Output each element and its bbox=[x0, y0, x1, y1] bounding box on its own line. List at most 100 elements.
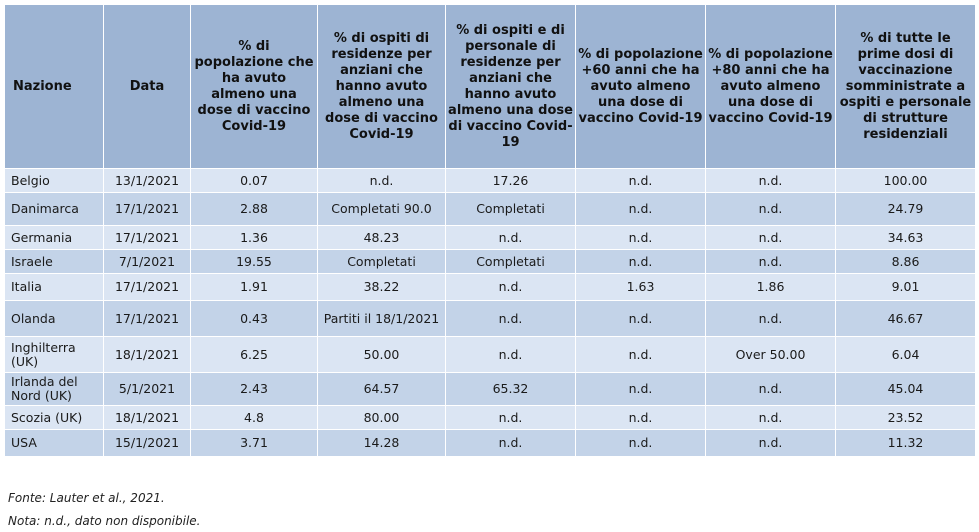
header-nazione: Nazione bbox=[4, 4, 104, 169]
cell-pop-dose: 3.71 bbox=[190, 429, 318, 457]
table-container: Nazione Data % di popolazione che ha avu… bbox=[4, 4, 976, 457]
cell-ospiti-residenze: Partiti il 18/1/2021 bbox=[317, 300, 446, 337]
cell-nazione: Germania bbox=[4, 225, 104, 250]
header-ospiti-personale: % di ospiti e di personale di residenze … bbox=[445, 4, 576, 169]
table-row: USA 15/1/2021 3.71 14.28 n.d. n.d. n.d. 11.32 bbox=[4, 429, 976, 457]
cell-pop-dose: 2.88 bbox=[190, 192, 318, 226]
cell-ospiti-residenze: 38.22 bbox=[317, 273, 446, 301]
cell-pop-dose: 0.07 bbox=[190, 168, 318, 193]
cell-pop-dose: 4.8 bbox=[190, 405, 318, 430]
table-row: Israele 7/1/2021 19.55 Completati Completati… bbox=[4, 249, 976, 274]
cell-ospiti-personale: n.d. bbox=[445, 225, 576, 250]
cell-pop-60: n.d. bbox=[575, 168, 706, 193]
cell-pop-80: n.d. bbox=[705, 405, 836, 430]
cell-nazione: Israele bbox=[4, 249, 104, 274]
table-row: Danimarca 17/1/2021 2.88 Completati 90.0 Com… bbox=[4, 192, 976, 226]
header-data: Data bbox=[103, 4, 191, 169]
table-row: Belgio 13/1/2021 0.07 n.d. 17.26 n.d. n.d. 100.… bbox=[4, 168, 976, 193]
cell-prime-dosi: 46.67 bbox=[835, 300, 976, 337]
cell-pop-80: Over 50.00 bbox=[705, 336, 836, 373]
cell-pop-80: n.d. bbox=[705, 192, 836, 226]
cell-ospiti-residenze: n.d. bbox=[317, 168, 446, 193]
table-row: Inghilterra (UK) 18/1/2021 6.25 50.00 n.d. n.… bbox=[4, 336, 976, 373]
cell-prime-dosi: 9.01 bbox=[835, 273, 976, 301]
cell-data: 13/1/2021 bbox=[103, 168, 191, 193]
cell-prime-dosi: 23.52 bbox=[835, 405, 976, 430]
cell-pop-60: n.d. bbox=[575, 225, 706, 250]
cell-prime-dosi: 8.86 bbox=[835, 249, 976, 274]
header-ospiti-residenze: % di ospiti di residenze per anziani che… bbox=[317, 4, 446, 169]
cell-pop-dose: 19.55 bbox=[190, 249, 318, 274]
cell-ospiti-personale: n.d. bbox=[445, 273, 576, 301]
cell-pop-80: n.d. bbox=[705, 300, 836, 337]
cell-pop-80: n.d. bbox=[705, 225, 836, 250]
cell-prime-dosi: 100.00 bbox=[835, 168, 976, 193]
cell-pop-dose: 6.25 bbox=[190, 336, 318, 373]
cell-pop-80: 1.86 bbox=[705, 273, 836, 301]
cell-nazione: Belgio bbox=[4, 168, 104, 193]
table-header-row: Nazione Data % di popolazione che ha avu… bbox=[4, 4, 976, 169]
header-prime-dosi: % di tutte le prime dosi di vaccinazione… bbox=[835, 4, 976, 169]
table-row: Irlanda del Nord (UK) 5/1/2021 2.43 64.57 65… bbox=[4, 372, 976, 406]
cell-pop-dose: 1.91 bbox=[190, 273, 318, 301]
header-pop-80: % di popolazione +80 anni che ha avuto a… bbox=[705, 4, 836, 169]
cell-ospiti-personale: n.d. bbox=[445, 429, 576, 457]
cell-ospiti-residenze: Completati bbox=[317, 249, 446, 274]
cell-prime-dosi: 24.79 bbox=[835, 192, 976, 226]
header-pop-60: % di popolazione +60 anni che ha avuto a… bbox=[575, 4, 706, 169]
cell-data: 18/1/2021 bbox=[103, 405, 191, 430]
cell-nazione: Scozia (UK) bbox=[4, 405, 104, 430]
cell-ospiti-personale: n.d. bbox=[445, 300, 576, 337]
cell-data: 17/1/2021 bbox=[103, 300, 191, 337]
footnote: Nota: n.d., dato non disponibile. bbox=[8, 514, 201, 528]
vaccination-table: Nazione Data % di popolazione che ha avu… bbox=[4, 4, 976, 457]
table-row: Olanda 17/1/2021 0.43 Partiti il 18/1/2021 n… bbox=[4, 300, 976, 337]
cell-pop-80: n.d. bbox=[705, 168, 836, 193]
cell-ospiti-personale: Completati bbox=[445, 249, 576, 274]
cell-ospiti-residenze: 80.00 bbox=[317, 405, 446, 430]
cell-ospiti-personale: n.d. bbox=[445, 405, 576, 430]
cell-prime-dosi: 45.04 bbox=[835, 372, 976, 406]
cell-ospiti-personale: Completati bbox=[445, 192, 576, 226]
cell-data: 18/1/2021 bbox=[103, 336, 191, 373]
cell-ospiti-residenze: 48.23 bbox=[317, 225, 446, 250]
cell-ospiti-personale: 65.32 bbox=[445, 372, 576, 406]
cell-data: 17/1/2021 bbox=[103, 273, 191, 301]
cell-pop-60: n.d. bbox=[575, 300, 706, 337]
cell-data: 17/1/2021 bbox=[103, 225, 191, 250]
cell-prime-dosi: 34.63 bbox=[835, 225, 976, 250]
cell-ospiti-personale: n.d. bbox=[445, 336, 576, 373]
cell-nazione: USA bbox=[4, 429, 104, 457]
cell-pop-60: n.d. bbox=[575, 336, 706, 373]
cell-prime-dosi: 6.04 bbox=[835, 336, 976, 373]
cell-data: 7/1/2021 bbox=[103, 249, 191, 274]
table-row: Italia 17/1/2021 1.91 38.22 n.d. 1.63 1.86 9.01 bbox=[4, 273, 976, 301]
cell-pop-60: n.d. bbox=[575, 405, 706, 430]
cell-pop-60: 1.63 bbox=[575, 273, 706, 301]
table-row: Scozia (UK) 18/1/2021 4.8 80.00 n.d. n.d. n.d.… bbox=[4, 405, 976, 430]
cell-pop-60: n.d. bbox=[575, 192, 706, 226]
cell-ospiti-residenze: 14.28 bbox=[317, 429, 446, 457]
cell-pop-80: n.d. bbox=[705, 429, 836, 457]
header-pop-dose: % di popolazione che ha avuto almeno una… bbox=[190, 4, 318, 169]
table-row: Germania 17/1/2021 1.36 48.23 n.d. n.d. n.d. 34… bbox=[4, 225, 976, 250]
source-note: Fonte: Lauter et al., 2021. bbox=[8, 491, 165, 505]
cell-data: 5/1/2021 bbox=[103, 372, 191, 406]
cell-nazione: Inghilterra (UK) bbox=[4, 336, 104, 373]
cell-pop-60: n.d. bbox=[575, 429, 706, 457]
cell-pop-dose: 1.36 bbox=[190, 225, 318, 250]
cell-ospiti-residenze: Completati 90.0 bbox=[317, 192, 446, 226]
cell-nazione: Danimarca bbox=[4, 192, 104, 226]
cell-nazione: Olanda bbox=[4, 300, 104, 337]
cell-pop-80: n.d. bbox=[705, 372, 836, 406]
cell-data: 15/1/2021 bbox=[103, 429, 191, 457]
cell-pop-60: n.d. bbox=[575, 372, 706, 406]
cell-nazione: Irlanda del Nord (UK) bbox=[4, 372, 104, 406]
cell-pop-dose: 0.43 bbox=[190, 300, 318, 337]
cell-prime-dosi: 11.32 bbox=[835, 429, 976, 457]
cell-pop-60: n.d. bbox=[575, 249, 706, 274]
cell-data: 17/1/2021 bbox=[103, 192, 191, 226]
cell-ospiti-residenze: 64.57 bbox=[317, 372, 446, 406]
cell-pop-80: n.d. bbox=[705, 249, 836, 274]
cell-nazione: Italia bbox=[4, 273, 104, 301]
